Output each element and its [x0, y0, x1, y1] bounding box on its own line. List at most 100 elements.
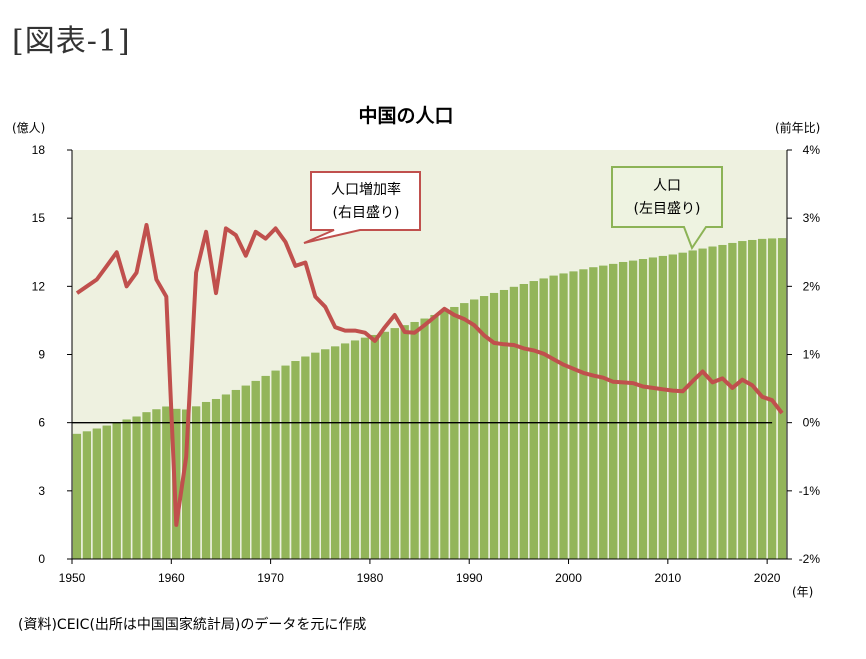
population-bar — [529, 280, 539, 560]
population-bar — [449, 306, 459, 560]
population-bar — [678, 252, 688, 560]
population-callout-line2: (左目盛り) — [634, 201, 701, 217]
left-tick-label: 9 — [38, 348, 45, 362]
figure-label: [図表-1] — [12, 24, 131, 59]
population-bar — [658, 255, 668, 560]
population-bar — [251, 380, 261, 560]
population-bar — [221, 394, 231, 560]
population-bar — [559, 273, 569, 560]
population-bar — [588, 266, 598, 560]
population-bar — [410, 321, 420, 560]
population-bar — [568, 270, 579, 560]
population-callout-line1: 人口 — [653, 178, 681, 194]
population-bar — [539, 278, 549, 560]
right-tick-label: 3% — [803, 211, 821, 225]
population-bar — [380, 331, 390, 560]
source-note: (資料)CEIC(出所は中国国家統計局)のデータを元に作成 — [18, 617, 367, 633]
population-bar — [151, 408, 161, 560]
right-tick-label: 2% — [803, 279, 821, 293]
population-bar — [280, 365, 291, 560]
population-bar — [549, 275, 559, 560]
population-bar — [132, 416, 142, 560]
chart-title: 中国の人口 — [358, 104, 453, 127]
population-bar — [777, 237, 787, 560]
population-bar — [578, 268, 588, 560]
population-bar — [241, 385, 251, 560]
right-tick-label: 1% — [803, 348, 821, 362]
right-tick-label: -2% — [799, 552, 821, 566]
growth-rate-line — [75, 223, 784, 527]
population-bar — [360, 337, 370, 560]
population-bar — [598, 265, 608, 560]
population-bar — [231, 389, 241, 560]
population-bar — [519, 283, 529, 560]
population-callout: 人口 (左目盛り) — [611, 166, 723, 251]
x-tick-label: 1970 — [257, 571, 284, 585]
population-bar — [628, 260, 638, 560]
x-tick-label: 1980 — [357, 571, 384, 585]
population-bar — [668, 254, 678, 560]
left-axis-unit: (億人) — [12, 121, 45, 135]
growth-rate-callout-line1: 人口増加率 — [331, 181, 401, 198]
x-tick-label: 2000 — [555, 571, 582, 585]
left-tick-label: 18 — [32, 143, 46, 157]
population-bar — [489, 292, 499, 560]
population-bar — [310, 352, 320, 560]
population-callout-box — [611, 166, 723, 251]
population-bar — [708, 246, 718, 560]
population-bar — [340, 342, 350, 560]
population-bar — [400, 324, 410, 560]
right-tick-label: 4% — [803, 143, 821, 157]
left-tick-label: 3 — [38, 484, 45, 498]
x-tick-label: 2020 — [754, 571, 781, 585]
population-bar — [271, 370, 281, 560]
population-bar — [350, 340, 360, 560]
x-tick-label: 1960 — [158, 571, 185, 585]
population-bar — [727, 242, 737, 560]
population-bar — [72, 433, 82, 560]
left-tick-label: 0 — [38, 552, 45, 566]
population-bar — [420, 318, 430, 560]
population-bar — [201, 401, 211, 560]
population-bar — [141, 411, 151, 560]
population-bar — [330, 345, 340, 560]
population-chart: 0 3 6 9 12 15 18 -2% -1% 0% 1% 2% 3% 4% 1950 1960 1970 19… — [12, 104, 821, 599]
population-bar — [290, 360, 300, 560]
axes: 0 3 6 9 12 15 18 -2% -1% 0% 1% 2% 3% 4% 1950 1960 1970 19… — [32, 143, 821, 585]
population-bar — [161, 406, 171, 560]
population-bar — [618, 261, 628, 560]
x-axis-unit: (年) — [792, 585, 813, 599]
population-bar — [469, 299, 479, 560]
population-bar — [92, 428, 102, 560]
growth-rate-callout-box — [303, 171, 421, 244]
population-bar — [737, 240, 747, 560]
population-bar — [698, 248, 708, 560]
population-bar — [191, 405, 201, 560]
population-bar — [82, 430, 92, 560]
population-bar — [122, 419, 132, 560]
x-tick-label: 2010 — [654, 571, 681, 585]
population-bar — [320, 348, 330, 560]
population-bar — [638, 258, 648, 560]
population-bar — [439, 310, 449, 560]
population-bar — [717, 244, 727, 560]
population-bar — [370, 334, 380, 560]
population-bar — [747, 239, 757, 560]
left-tick-label: 6 — [38, 416, 45, 430]
population-bar — [648, 257, 658, 560]
population-bar — [459, 302, 469, 560]
population-bar — [390, 327, 400, 560]
population-bar — [112, 421, 122, 560]
growth-rate-callout: 人口増加率 (右目盛り) — [303, 171, 421, 244]
population-bar — [300, 356, 310, 560]
population-bar — [608, 263, 618, 560]
population-bar — [429, 314, 439, 560]
population-bar — [499, 289, 509, 560]
right-axis-unit: (前年比) — [775, 120, 820, 135]
left-tick-label: 12 — [32, 279, 46, 293]
population-bar — [261, 375, 271, 560]
x-tick-label: 1950 — [59, 571, 86, 585]
growth-rate-callout-line2: (右目盛り) — [333, 205, 400, 221]
x-tick-label: 1990 — [456, 571, 483, 585]
population-bar — [688, 250, 698, 560]
